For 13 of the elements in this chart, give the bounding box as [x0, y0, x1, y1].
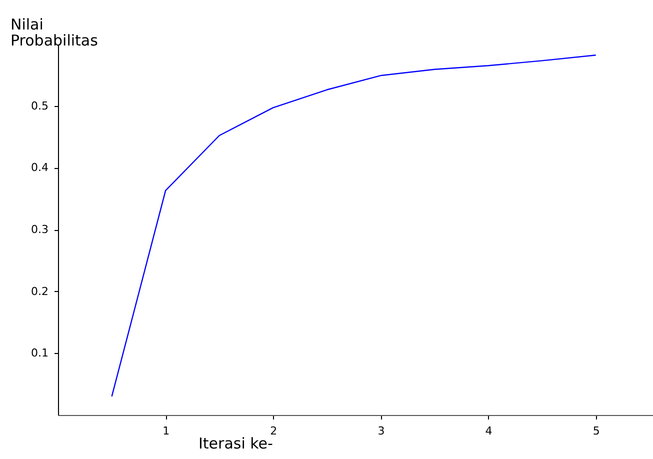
x-tick-label: 3 — [378, 424, 385, 438]
x-tick-label: 1 — [162, 424, 170, 438]
y-tick-label: 0.1 — [31, 346, 48, 360]
y-tick-label: 0.3 — [31, 223, 48, 236]
x-axis-title: Iterasi ke- — [198, 434, 273, 452]
y-tick-label: 0.5 — [31, 99, 48, 112]
x-tick-label: 2 — [270, 424, 278, 438]
line-series — [111, 54, 596, 398]
y-axis-title: Nilai Probabilitas — [10, 16, 98, 50]
x-tick-label: 4 — [485, 424, 492, 438]
y-tick-label: 0.2 — [31, 284, 48, 298]
x-tick-label: 5 — [592, 424, 600, 438]
y-tick-label: 0.4 — [31, 161, 48, 174]
